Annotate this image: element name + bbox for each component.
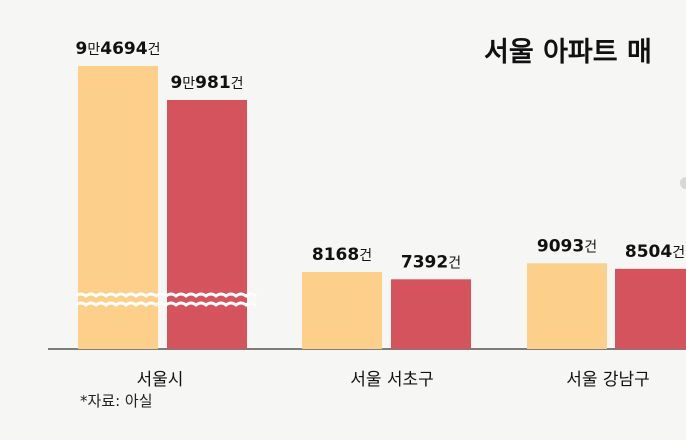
axis-break-mark [75,292,257,298]
data-label: 7392건 [401,252,461,272]
bar [167,100,247,349]
chart-title: 서울 아파트 매 [484,37,652,68]
data-label: 8168건 [312,245,372,265]
data-label: 9093건 [537,236,597,256]
data-label: 9만981건 [170,73,243,93]
bar [391,279,471,349]
bar [302,272,382,349]
data-label: 9만4694건 [76,39,161,59]
axis-break-mark [75,301,257,307]
legend-marker-icon [680,177,686,189]
data-label: 8504건 [625,242,685,262]
bar [615,268,686,349]
source-note: *자료: 아실 [80,392,153,410]
category-label: 서울 서초구 [350,370,434,390]
category-label: 서울시 [137,370,184,390]
bar [527,263,607,349]
category-label: 서울 강남구 [566,370,650,390]
